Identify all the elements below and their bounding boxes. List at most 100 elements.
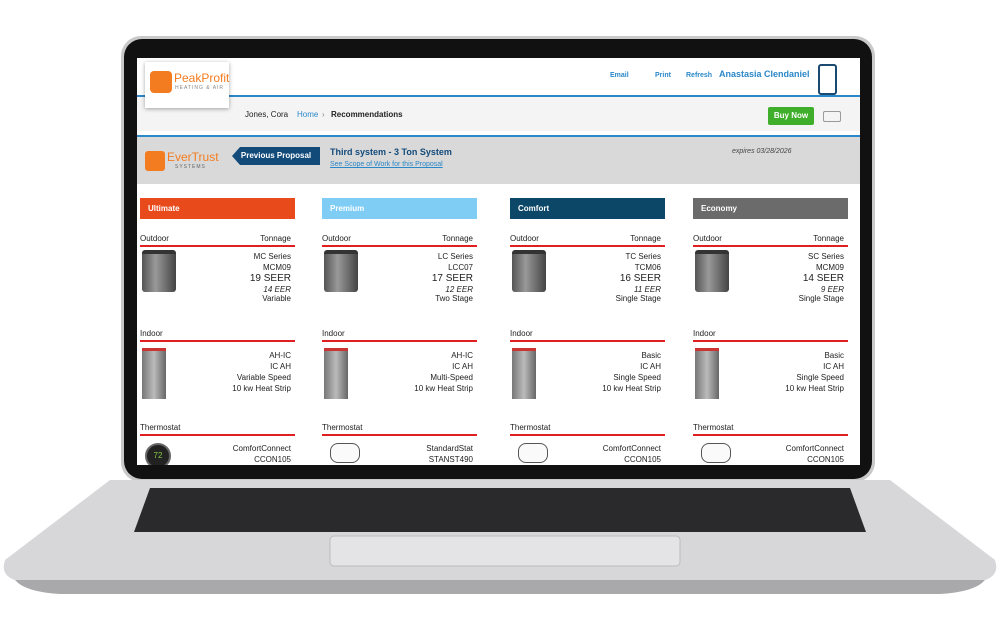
thermostat-spec: CCON105 (254, 455, 291, 464)
section-label: Indoor (140, 329, 163, 338)
indoor-spec: 10 kw Heat Strip (785, 384, 844, 393)
outdoor-unit-image (512, 250, 546, 292)
outdoor-spec: SC Series (807, 252, 844, 261)
link-print[interactable]: Print (655, 72, 671, 79)
tier-header: Comfort (510, 198, 665, 219)
logo-box: PeakProfit HEATING & AIR (145, 62, 229, 108)
outdoor-unit-image (142, 250, 176, 292)
section-line (693, 340, 848, 342)
truck-icon (823, 111, 841, 122)
section-label: Indoor (693, 329, 716, 338)
outdoor-unit-image (324, 250, 358, 292)
crumb-sep: › (322, 110, 325, 119)
section-line (510, 434, 665, 436)
logo-name: PeakProfit (174, 71, 230, 85)
indoor-spec: 10 kw Heat Strip (602, 384, 661, 393)
indoor-spec: Basic (824, 351, 844, 360)
outdoor-unit-image (695, 250, 729, 292)
section-line (140, 434, 295, 436)
section-label: Thermostat (322, 423, 363, 432)
indoor-unit-image (512, 348, 536, 399)
logo-tagline: HEATING & AIR (175, 85, 225, 91)
outdoor-spec: 16 SEER (619, 273, 661, 284)
outdoor-spec: 9 EER (820, 285, 844, 294)
section-line (322, 434, 477, 436)
section-label: Outdoor (693, 234, 722, 243)
logo-icon (150, 71, 172, 93)
header-line (137, 95, 860, 97)
section-label: Indoor (322, 329, 345, 338)
section-line (322, 340, 477, 342)
tonnage-label: Tonnage (630, 234, 661, 243)
section-label: Outdoor (510, 234, 539, 243)
thermostat-spec: StandardStat (426, 444, 473, 453)
indoor-unit-image (142, 348, 166, 399)
section-label: Outdoor (322, 234, 351, 243)
indoor-spec: IC AH (270, 362, 291, 371)
indoor-spec: Basic (641, 351, 661, 360)
brand-icon (145, 151, 165, 171)
tonnage-label: Tonnage (260, 234, 291, 243)
indoor-spec: 10 kw Heat Strip (414, 384, 473, 393)
section-label: Thermostat (140, 423, 181, 432)
indoor-spec: AH-IC (451, 351, 473, 360)
section-line (693, 434, 848, 436)
section-line (510, 245, 665, 247)
outdoor-spec: 12 EER (445, 285, 473, 294)
outdoor-spec: MCM09 (815, 263, 844, 272)
section-line (140, 340, 295, 342)
keyboard (134, 488, 866, 532)
indoor-spec: Multi-Speed (430, 373, 473, 382)
indoor-spec: Single Speed (613, 373, 661, 382)
section-line (510, 340, 665, 342)
outdoor-spec: Two Stage (435, 294, 473, 303)
outdoor-spec: Single Stage (615, 294, 661, 303)
customer: Jones, Cora (245, 110, 289, 119)
previous-proposal-button[interactable]: Previous Proposal (232, 147, 320, 165)
indoor-spec: AH-IC (269, 351, 291, 360)
outdoor-spec: 11 EER (634, 285, 661, 294)
trackpad (329, 535, 681, 567)
section-label: Thermostat (693, 423, 734, 432)
base-edge (15, 580, 985, 594)
crumb-home[interactable]: Home (297, 110, 319, 119)
user-name[interactable]: Anastasia Clendaniel (719, 69, 810, 79)
section-line (140, 245, 295, 247)
scope-link[interactable]: See Scope of Work for this Proposal (330, 161, 443, 168)
section-line (693, 245, 848, 247)
outdoor-spec: 14 SEER (802, 273, 844, 284)
thermostat-image (701, 443, 731, 463)
thermostat-spec: ComfortConnect (785, 444, 844, 453)
outdoor-spec: LCC07 (448, 263, 473, 272)
link-email[interactable]: Email (610, 72, 629, 79)
thermostat-spec: STANST490 (428, 455, 473, 464)
breadcrumb-bar (137, 97, 860, 131)
outdoor-spec: MCM09 (262, 263, 291, 272)
outdoor-spec: Single Stage (798, 294, 844, 303)
section-label: Indoor (510, 329, 533, 338)
outdoor-spec: MC Series (253, 252, 291, 261)
brand-tagline: SYSTEMS (175, 164, 206, 170)
indoor-unit-image (695, 348, 719, 399)
crumb-current: Recommendations (331, 110, 403, 119)
link-refresh[interactable]: Refresh (686, 72, 713, 79)
outdoor-spec: LC Series (437, 252, 473, 261)
thermostat-spec: CCON105 (624, 455, 661, 464)
indoor-spec: Variable Speed (236, 373, 291, 382)
thermostat-image (518, 443, 548, 463)
outdoor-spec: 17 SEER (431, 273, 473, 284)
tier-header: Economy (693, 198, 848, 219)
thermostat-display: 72 (145, 443, 171, 465)
tonnage-label: Tonnage (813, 234, 844, 243)
indoor-spec: Single Speed (796, 373, 844, 382)
phone-icon[interactable] (818, 64, 837, 95)
tonnage-label: Tonnage (442, 234, 473, 243)
thermostat-image (330, 443, 360, 463)
section-label: Thermostat (510, 423, 551, 432)
buy-now-button[interactable]: Buy Now (768, 107, 814, 125)
expires: expires 03/28/2026 (732, 148, 792, 155)
proposal-title: Third system - 3 Ton System (330, 147, 452, 157)
thermostat-spec: ComfortConnect (232, 444, 291, 453)
outdoor-spec: Variable (262, 294, 291, 303)
